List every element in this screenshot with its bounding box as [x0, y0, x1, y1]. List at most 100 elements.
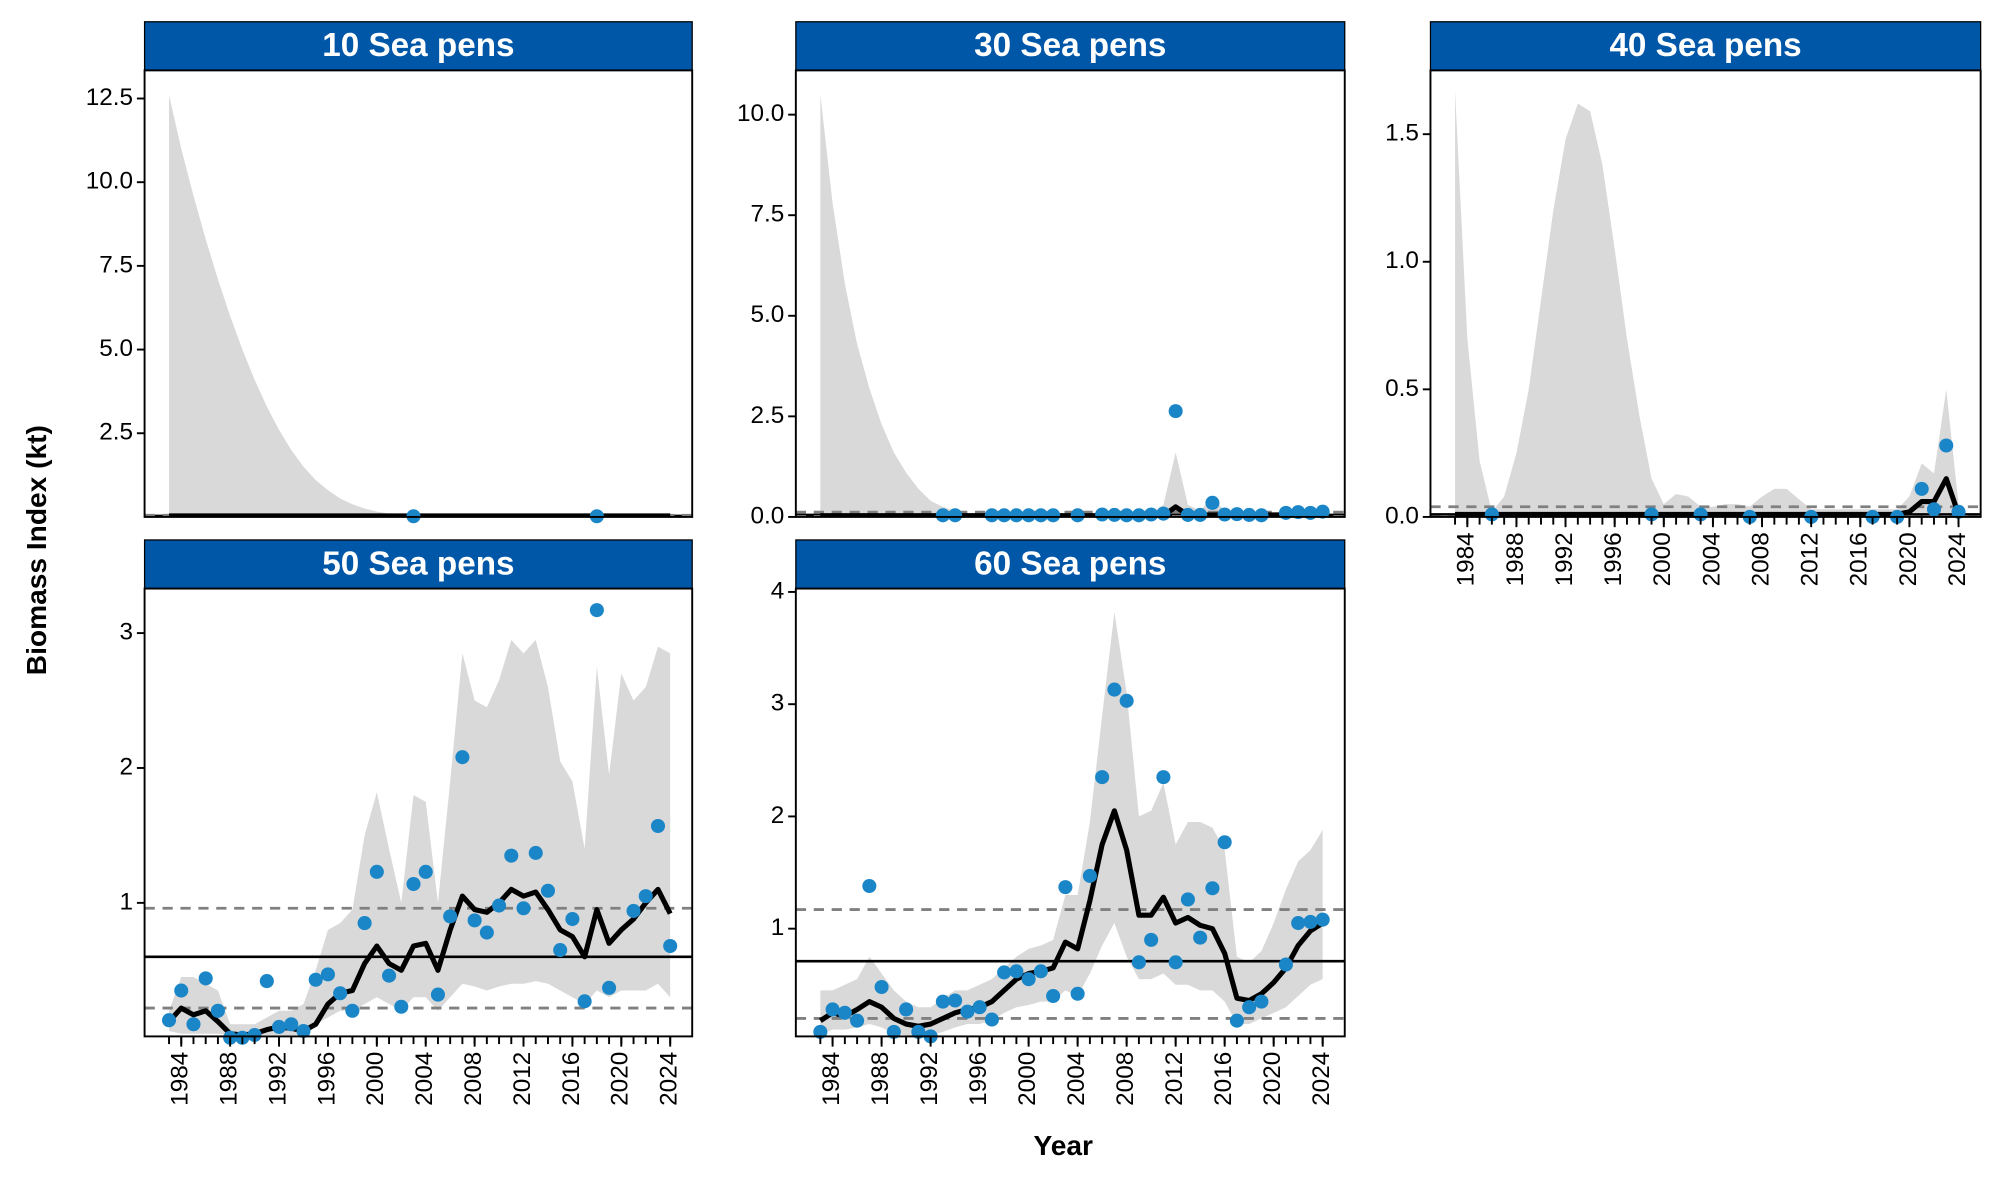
y-tick-label: 5.0 [751, 301, 785, 328]
data-point [1131, 955, 1146, 970]
panel-title: 40 Sea pens [1609, 27, 1801, 64]
data-point [455, 750, 470, 765]
x-tick-label: 2024 [656, 1052, 683, 1106]
panel-strip [143, 21, 693, 72]
data-point [198, 971, 213, 986]
data-point [1131, 508, 1146, 523]
y-tick-label: 10.0 [737, 100, 784, 127]
y-tick-label: 0.0 [1385, 502, 1419, 529]
data-point [997, 965, 1012, 980]
data-point [1156, 770, 1171, 785]
data-point [1033, 508, 1048, 523]
data-point [1156, 506, 1171, 521]
data-point [296, 1023, 311, 1039]
y-tick-label: 2 [120, 753, 134, 780]
data-point [997, 508, 1012, 523]
data-point [1070, 986, 1085, 1001]
x-tick-label: 2012 [509, 1052, 536, 1106]
data-point [837, 1005, 852, 1020]
y-tick-label: 2 [771, 802, 785, 829]
panel-title: 50 Sea pens [322, 545, 514, 582]
x-tick-label: 2000 [1014, 1052, 1041, 1106]
data-point [825, 1002, 840, 1017]
data-point [602, 980, 617, 995]
data-point [333, 986, 348, 1001]
data-point [1193, 930, 1208, 945]
panel-title: 10 Sea pens [322, 27, 514, 64]
data-point [1058, 880, 1073, 895]
x-tick-label: 1992 [264, 1052, 291, 1106]
data-point [984, 1012, 999, 1027]
data-point [259, 974, 274, 989]
panel-strip [1429, 21, 1982, 72]
data-point [430, 987, 445, 1002]
data-point [948, 993, 963, 1008]
plot-area [144, 95, 693, 517]
panel-frame [1429, 69, 1982, 518]
data-point [1242, 1000, 1257, 1015]
x-tick-label: 2008 [1747, 532, 1774, 586]
panel: 40 Sea pens 0.0 0.5 1.0 1.5 1984 1988 1992 1996 2… [1385, 21, 1982, 586]
x-tick-label: 1988 [1502, 532, 1529, 586]
panel-title: 60 Sea pens [974, 545, 1166, 582]
data-point [577, 994, 592, 1009]
panel: 50 Sea pens 1 2 3 1984 1988 1992 1996 2000 2004 20… [120, 539, 694, 1106]
data-point [443, 909, 458, 924]
plot-area [1430, 90, 1981, 517]
data-point [1144, 932, 1159, 947]
x-tick-label: 2012 [1161, 1052, 1188, 1106]
x-tick-label: 2016 [1210, 1052, 1237, 1106]
data-point [935, 994, 950, 1009]
data-point [516, 901, 531, 916]
y-axis-title: Biomass Index (kt) [21, 425, 52, 675]
y-tick-label: 1.0 [1385, 247, 1419, 274]
data-point [394, 999, 409, 1014]
x-tick-label: 2024 [1944, 532, 1971, 586]
data-point [1095, 507, 1110, 522]
data-point [1082, 868, 1097, 883]
data-point [874, 979, 889, 995]
data-point [1291, 505, 1306, 520]
data-point [247, 1028, 262, 1043]
data-point [650, 818, 666, 834]
data-point [886, 1024, 901, 1039]
data-point [272, 1019, 287, 1034]
data-point [1951, 504, 1966, 519]
ribbon [820, 612, 1323, 1037]
data-point [1315, 912, 1330, 927]
data-point [504, 848, 519, 863]
y-tick-label: 1.5 [1385, 120, 1419, 147]
data-point [1914, 481, 1929, 496]
x-tick-label: 2016 [558, 1052, 585, 1106]
data-point [284, 1017, 299, 1032]
x-tick-label: 1984 [818, 1052, 845, 1106]
panel-strip [795, 539, 1346, 590]
data-point [1484, 507, 1499, 522]
panel-frame [143, 69, 694, 518]
data-point [1107, 507, 1122, 522]
x-tick-label: 2004 [1698, 532, 1725, 586]
data-point [1095, 770, 1110, 785]
data-point [1144, 507, 1159, 522]
ribbon [169, 639, 671, 1036]
y-tick-label: 7.5 [751, 201, 785, 228]
x-tick-label: 1984 [1453, 532, 1480, 586]
y-tick-label: 7.5 [99, 251, 133, 278]
data-point [1644, 507, 1659, 522]
data-point [638, 889, 653, 904]
data-point [862, 878, 877, 894]
y-tick-label: 0.0 [751, 502, 785, 529]
data-point [850, 1013, 865, 1028]
x-tick-label: 2020 [1259, 1052, 1286, 1106]
data-point [1119, 508, 1134, 523]
data-point [984, 508, 999, 523]
x-axis-title: Year [1034, 1130, 1093, 1161]
data-point [1205, 881, 1220, 896]
plot-area [795, 612, 1345, 1037]
data-point [1021, 972, 1036, 987]
x-tick-label: 2024 [1308, 1052, 1335, 1106]
data-point [479, 925, 494, 940]
x-tick-label: 2004 [1063, 1052, 1090, 1106]
data-point [1939, 438, 1954, 453]
